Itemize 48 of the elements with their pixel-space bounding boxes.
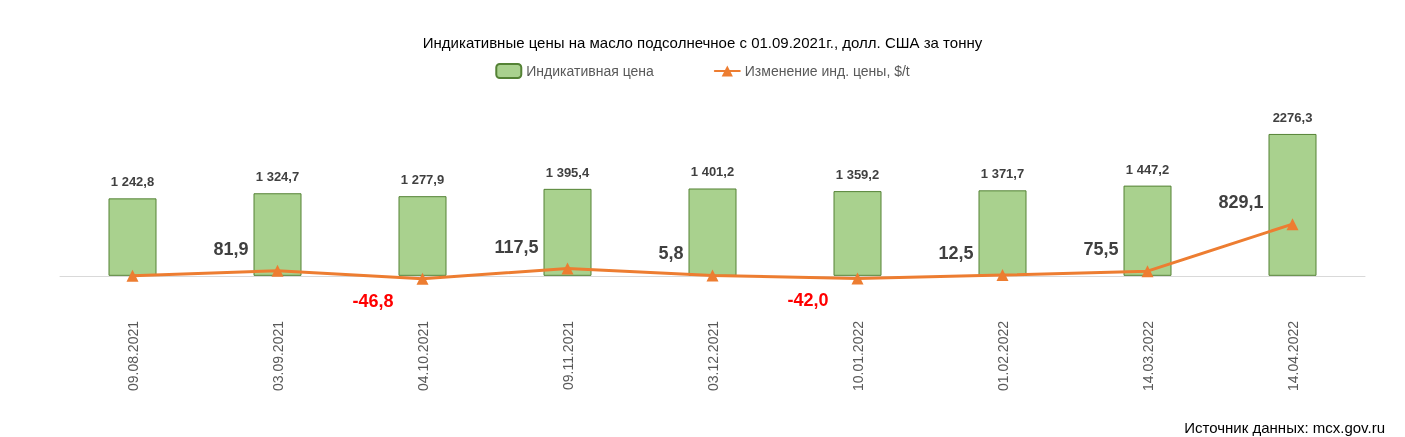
data-label: 1 359,2 (835, 167, 880, 183)
data-label: 12,5 (938, 243, 974, 264)
bar (398, 196, 447, 276)
data-label: 829,1 (1218, 192, 1264, 213)
bar (978, 190, 1027, 276)
x-tick-label: 01.02.2022 (994, 320, 1011, 392)
data-label: 1 401,2 (690, 164, 735, 180)
data-label: -42,0 (787, 290, 829, 311)
x-tick-label: 04.10.2021 (414, 320, 431, 392)
point (1286, 218, 1299, 231)
point (561, 262, 574, 275)
data-label: 5,8 (658, 243, 684, 264)
x-tick-label: 14.03.2022 (1139, 320, 1156, 392)
data-label: -46,8 (352, 290, 394, 311)
bar (108, 198, 157, 276)
legend-label: Изменение инд. цены, $/t (744, 63, 910, 79)
point (126, 269, 139, 282)
data-label: 1 324,7 (255, 169, 300, 185)
chart-title: Индикативные цены на масло подсолнечное с 01.09.2021г., долл. США за тонну (422, 34, 983, 51)
point (996, 269, 1009, 282)
x-tick-label: 10.01.2022 (849, 320, 866, 392)
bar (1123, 185, 1172, 276)
point (416, 272, 429, 285)
bar (833, 191, 882, 276)
data-label: 2276,3 (1272, 109, 1313, 125)
legend-label: Индикативная цена (526, 63, 655, 79)
data-label: 1 395,4 (545, 164, 590, 180)
point (271, 264, 284, 277)
text: Источник данных: mcx.gov.ru (1184, 419, 1386, 436)
bar (543, 188, 592, 276)
x-tick-label: 03.09.2021 (269, 320, 286, 392)
bar (688, 188, 737, 276)
data-label: 1 371,7 (980, 166, 1025, 182)
data-label: 1 242,8 (110, 174, 155, 190)
bar (253, 193, 302, 276)
x-tick-label: 03.12.2021 (704, 320, 721, 392)
x-tick-label: 09.11.2021 (559, 320, 576, 391)
bar (1268, 133, 1317, 276)
point (706, 269, 719, 282)
data-label: 1 447,2 (1125, 161, 1170, 177)
point (851, 272, 864, 285)
data-label: 81,9 (213, 238, 249, 259)
x-tick-label: 14.04.2022 (1284, 320, 1301, 392)
data-label: 75,5 (1083, 239, 1119, 260)
data-label: 117,5 (494, 236, 539, 257)
data-label: 1 277,9 (400, 172, 445, 188)
x-tick-label: 09.08.2021 (124, 320, 141, 392)
point (1141, 265, 1154, 278)
